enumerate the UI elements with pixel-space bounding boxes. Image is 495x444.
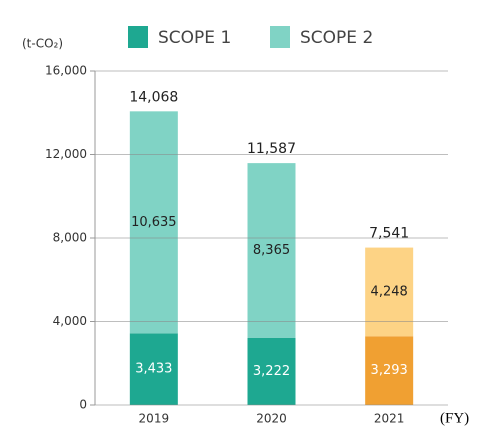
value-label: 3,293 — [371, 363, 408, 378]
legend-swatch — [128, 26, 148, 48]
y-tick-label: 12,000 — [45, 147, 87, 161]
value-label: 3,222 — [253, 364, 290, 379]
legend-label: SCOPE 2 — [300, 28, 373, 48]
bar-segment — [365, 336, 414, 405]
bar-segment — [129, 111, 178, 334]
total-label: 11,587 — [247, 141, 296, 157]
y-axis-label: (t-CO₂) — [22, 37, 63, 51]
legend-swatch — [270, 26, 290, 48]
total-label: 7,541 — [369, 226, 409, 242]
y-tick-label: 4,000 — [53, 314, 87, 328]
value-label: 10,635 — [131, 215, 177, 230]
bar-segment — [247, 163, 296, 338]
x-tick-label: 2020 — [256, 412, 287, 426]
bar-segment — [129, 333, 178, 405]
value-label: 3,433 — [135, 362, 172, 377]
value-label: 8,365 — [253, 243, 290, 258]
x-tick-label: 2019 — [139, 412, 170, 426]
total-label: 14,068 — [129, 89, 178, 105]
bar-segment — [247, 337, 296, 405]
x-axis-label: (FY) — [440, 410, 469, 426]
legend-label: SCOPE 1 — [158, 28, 231, 48]
y-tick-label: 0 — [79, 398, 87, 412]
value-label: 4,248 — [371, 284, 408, 299]
y-tick-label: 8,000 — [53, 231, 87, 245]
y-tick-label: 16,000 — [45, 64, 87, 78]
x-tick-label: 2021 — [374, 412, 405, 426]
